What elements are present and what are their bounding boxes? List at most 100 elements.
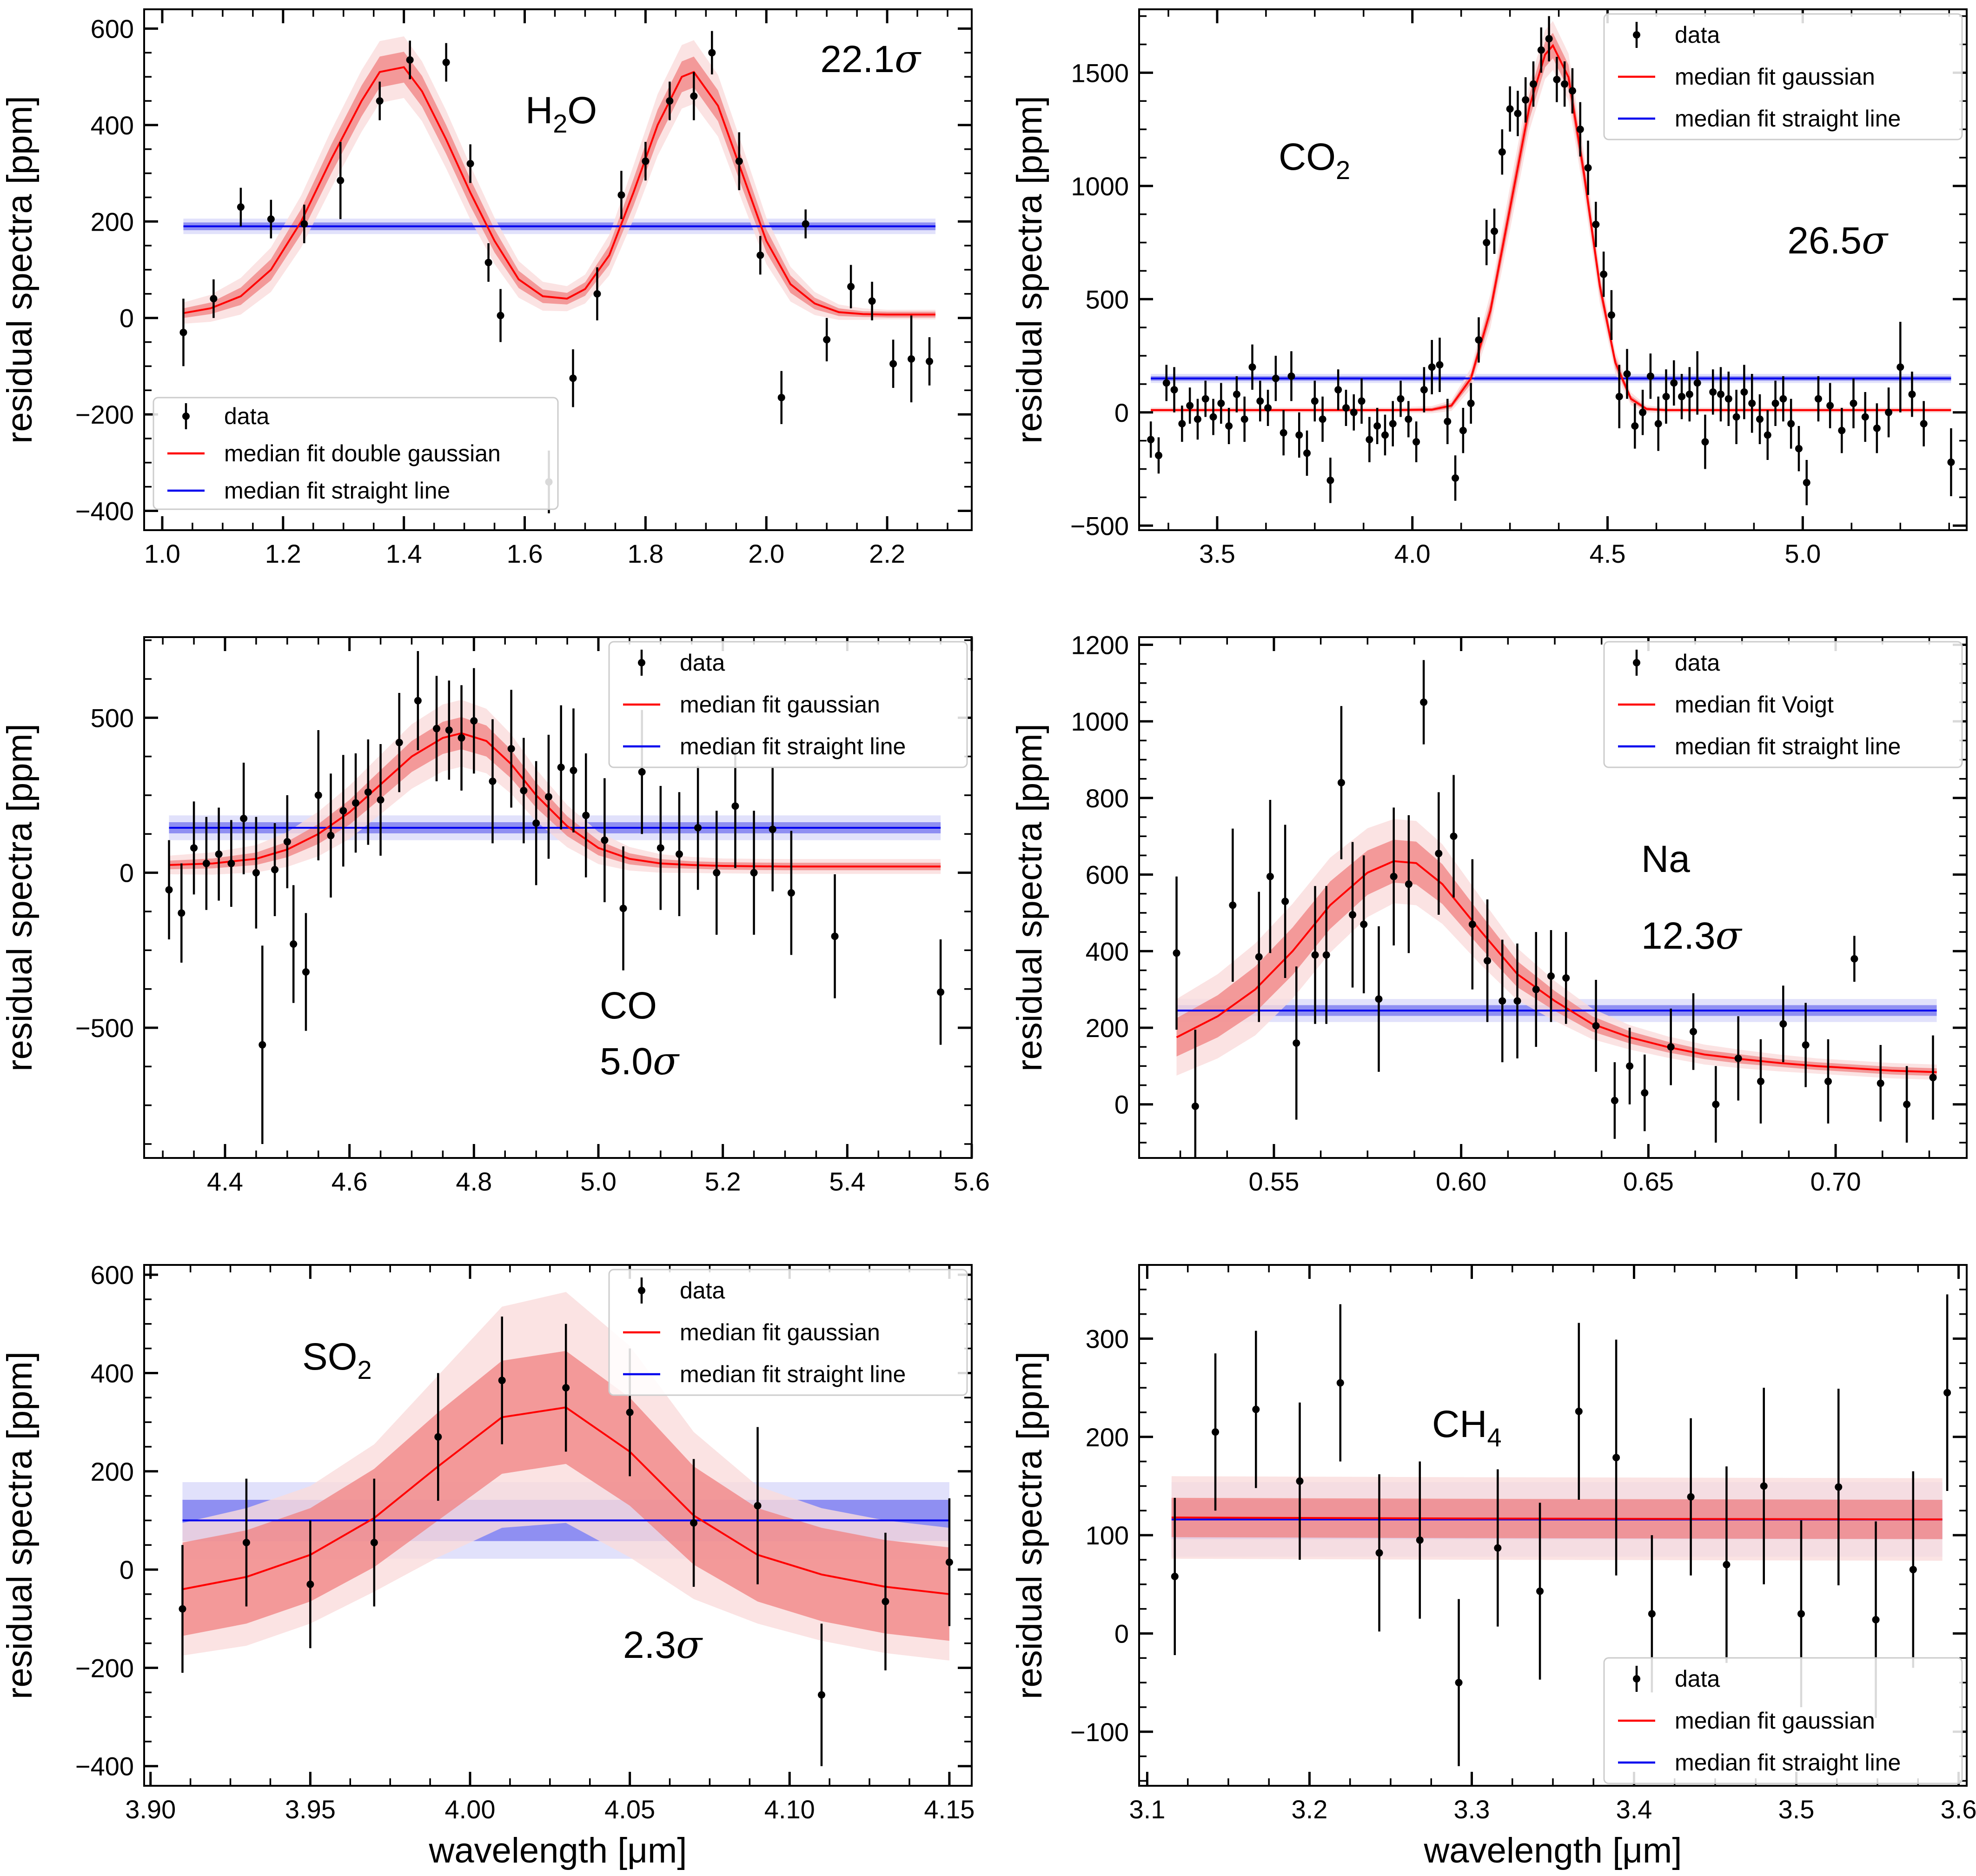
y-tick-label: 0 xyxy=(1114,1619,1129,1648)
data-point xyxy=(1757,1039,1765,1124)
data-point xyxy=(1266,800,1274,953)
data-point xyxy=(327,773,335,898)
legend: data median fit gaussian median fit straig… xyxy=(1603,13,1963,140)
data-point xyxy=(1631,403,1639,449)
data-point xyxy=(1802,1003,1810,1087)
data-point xyxy=(642,142,650,181)
data-point xyxy=(847,265,855,308)
data-point xyxy=(1350,394,1358,431)
data-point xyxy=(414,651,422,751)
data-point xyxy=(1717,367,1725,422)
species-label: H2O xyxy=(525,89,597,138)
data-point xyxy=(337,142,345,220)
data-point xyxy=(754,1427,762,1584)
data-point xyxy=(1397,380,1405,417)
data-point xyxy=(1824,1039,1832,1124)
data-point xyxy=(1513,943,1521,1058)
data-point xyxy=(1154,437,1162,474)
data-point xyxy=(1452,455,1459,501)
x-tick-label: 1.6 xyxy=(507,539,543,568)
y-tick-label: 400 xyxy=(1086,937,1129,966)
axes-frame xyxy=(143,1264,973,1787)
x-tick-label: 2.2 xyxy=(869,539,905,568)
data-point xyxy=(1947,428,1955,496)
data-point xyxy=(484,243,492,282)
data-point xyxy=(1885,387,1893,438)
data-point xyxy=(1547,930,1555,1022)
plot-area xyxy=(179,31,936,513)
data-point xyxy=(1436,338,1444,392)
data-point xyxy=(377,744,385,856)
data-point xyxy=(1506,86,1514,132)
data-point xyxy=(889,339,897,388)
x-tick-label: 3.1 xyxy=(1129,1795,1166,1824)
data-point xyxy=(179,1545,186,1673)
legend-entry: data xyxy=(1675,1666,1720,1692)
data-point xyxy=(1903,1066,1911,1143)
legend-entry: median fit gaussian xyxy=(680,692,880,718)
data-point xyxy=(1475,317,1483,363)
data-point xyxy=(868,281,876,320)
y-tick-label: −500 xyxy=(1070,511,1129,540)
ticks xyxy=(144,9,972,530)
data-point xyxy=(1592,980,1600,1072)
y-tick-label: 500 xyxy=(91,703,134,732)
data-point xyxy=(1611,1062,1618,1139)
data-point xyxy=(1416,1461,1424,1619)
data-point xyxy=(675,792,683,916)
x-tick-label: 4.6 xyxy=(332,1167,368,1196)
data-point xyxy=(1760,1388,1768,1584)
panel-3: 4.4 4.6 4.8 5.0 5.2 5.4 5.6 −500 0 500 residual sp… xyxy=(0,636,990,1196)
data-point xyxy=(210,279,218,318)
data-point xyxy=(1709,369,1717,415)
data-point xyxy=(1256,380,1264,422)
data-point xyxy=(1494,1469,1502,1627)
x-tick-label: 3.95 xyxy=(285,1795,336,1824)
y-tick-label: 200 xyxy=(1086,1013,1129,1043)
legend-entry: data xyxy=(224,403,270,429)
data-point xyxy=(1584,140,1592,195)
data-point xyxy=(1639,390,1647,435)
data-point xyxy=(1375,1474,1383,1632)
legend-entry: median fit straight line xyxy=(224,478,450,504)
data-point xyxy=(1553,57,1561,102)
y-tick-label: 300 xyxy=(1086,1324,1129,1353)
data-point xyxy=(1623,349,1631,399)
x-tick-label: 5.6 xyxy=(954,1167,990,1196)
data-point xyxy=(1499,939,1506,1063)
panel-5: 3.90 3.95 4.00 4.05 4.10 4.15 −400 −200 0 200 400 6… xyxy=(0,1260,975,1870)
plot-area xyxy=(1171,1294,1951,1766)
data-point xyxy=(1358,378,1366,424)
data-point xyxy=(1381,414,1389,456)
data-point xyxy=(252,817,260,929)
data-point xyxy=(1612,1339,1620,1576)
data-point xyxy=(1467,383,1475,424)
data-point xyxy=(908,315,915,403)
data-point xyxy=(1428,339,1436,394)
data-point xyxy=(1186,387,1194,424)
y-tick-label: 200 xyxy=(91,1457,134,1486)
y-tick-label: −100 xyxy=(1070,1717,1129,1747)
data-point xyxy=(831,874,839,998)
x-tick-label: 3.3 xyxy=(1454,1795,1490,1824)
data-point xyxy=(1248,344,1256,390)
data-point xyxy=(1212,1353,1220,1511)
y-tick-label: 500 xyxy=(1086,285,1129,314)
data-point xyxy=(165,840,173,939)
x-tick-label: 3.2 xyxy=(1292,1795,1328,1824)
data-point xyxy=(1444,399,1452,444)
data-point xyxy=(520,738,528,844)
data-point xyxy=(1814,376,1822,422)
data-point xyxy=(1295,412,1303,458)
y-tick-label: −500 xyxy=(75,1013,134,1043)
fit-band-outer xyxy=(183,36,935,324)
species-label: CO xyxy=(600,985,657,1027)
data-point xyxy=(1311,886,1319,1024)
data-point xyxy=(1561,61,1569,107)
data-point xyxy=(1450,775,1458,898)
fit-curve xyxy=(183,66,935,316)
legend-entry: data xyxy=(1675,650,1720,676)
legend: data median fit double gaussian median fit… xyxy=(153,397,559,510)
legend-entry: data xyxy=(680,1277,725,1304)
